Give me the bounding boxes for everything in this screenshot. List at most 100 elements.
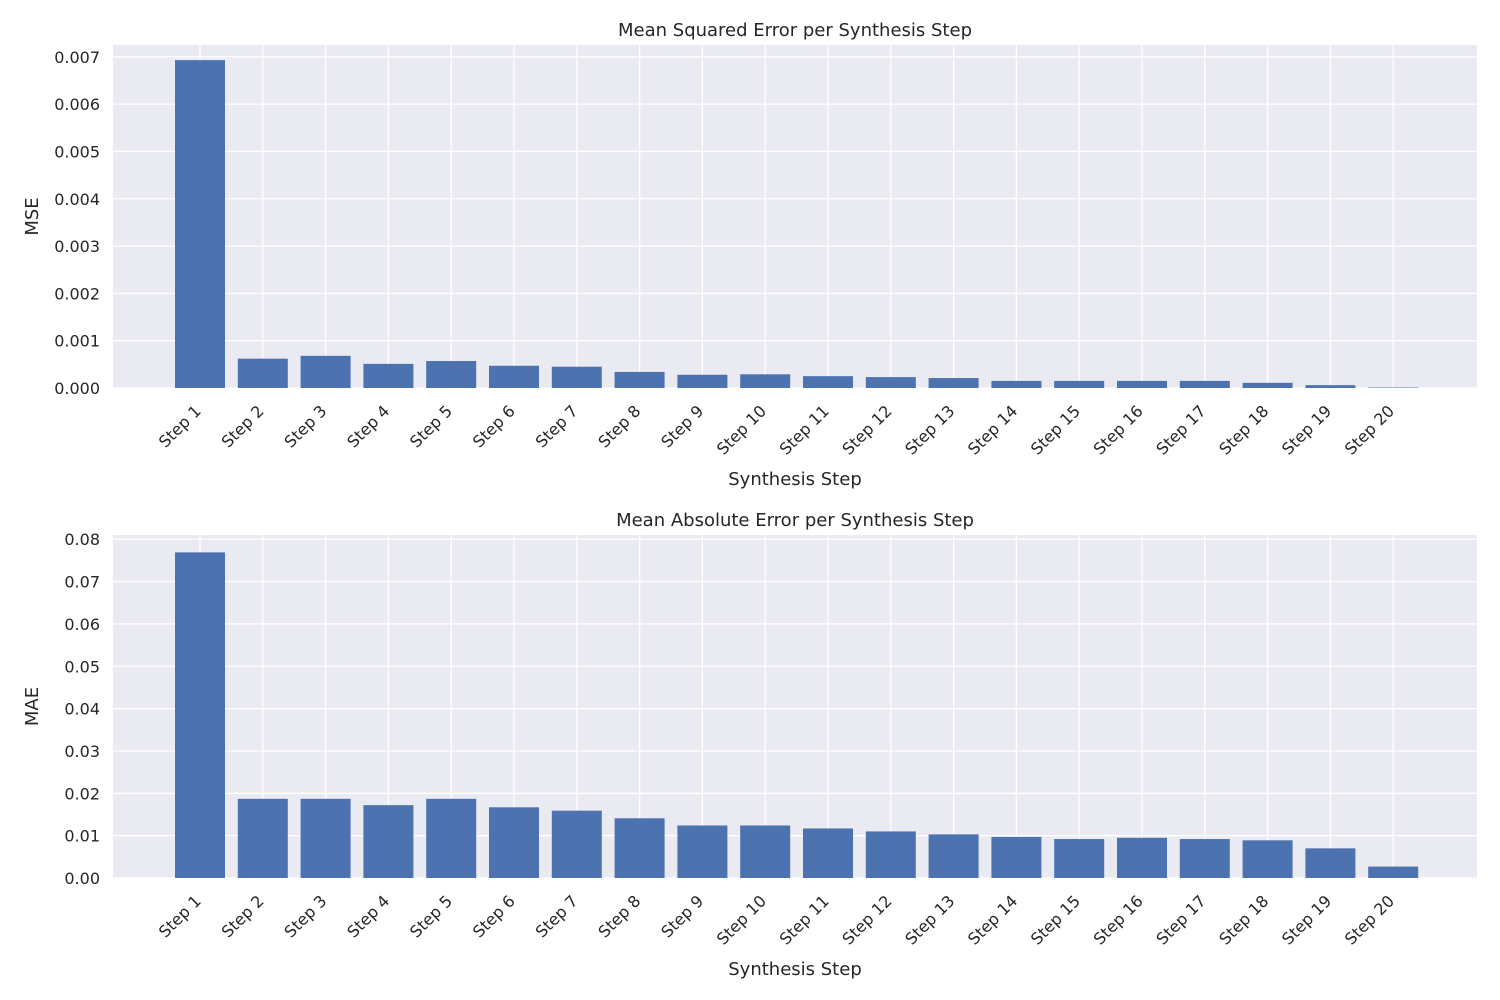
mae-bar	[1368, 866, 1419, 878]
mae-x-tick-label: Step 8	[594, 891, 644, 941]
mae-y-tick-label: 0.01	[64, 827, 100, 846]
mse-x-axis-label: Synthesis Step	[728, 469, 862, 490]
mae-x-tick-label: Step 1	[155, 891, 205, 941]
mse-x-tick-label: Step 16	[1090, 401, 1147, 458]
mae-x-tick-label: Step 17	[1152, 891, 1209, 948]
mse-x-tick-label: Step 18	[1215, 401, 1272, 458]
mae-x-tick-label: Step 18	[1215, 891, 1272, 948]
mse-x-tick-label: Step 10	[713, 401, 770, 458]
mae-bar	[363, 805, 414, 878]
mse-x-tick-label: Step 6	[469, 401, 519, 451]
mse-bar	[551, 366, 602, 388]
mse-x-axis: Step 1 Step 2 Step 3 Step 4 Step 5 Step 6 Step…	[155, 401, 1398, 458]
mse-x-tick-label: Step 12	[838, 401, 895, 458]
mae-bar	[489, 807, 539, 878]
mae-bar	[991, 836, 1042, 878]
mae-bar	[928, 834, 979, 878]
mse-plot-area	[113, 45, 1477, 388]
mae-chart-title: Mean Absolute Error per Synthesis Step	[616, 510, 974, 531]
mse-y-tick-label: 0.002	[54, 284, 100, 303]
mae-x-tick-label: Step 10	[713, 891, 770, 948]
mae-x-tick-label: Step 19	[1278, 891, 1335, 948]
mse-bar	[300, 355, 351, 388]
mae-x-axis: Step 1 Step 2 Step 3 Step 4 Step 5 Step 6 Step…	[155, 891, 1398, 948]
mae-x-tick-label: Step 11	[776, 891, 833, 948]
mse-bar	[1242, 382, 1293, 388]
mae-x-tick-label: Step 9	[657, 891, 707, 941]
mae-y-tick-label: 0.02	[64, 784, 100, 803]
mse-bar	[677, 374, 728, 388]
mae-x-tick-label: Step 5	[406, 891, 456, 941]
mae-x-tick-label: Step 16	[1090, 891, 1147, 948]
mse-bar	[991, 380, 1042, 388]
mse-bar	[426, 361, 477, 388]
mse-grid	[113, 45, 1477, 389]
mae-bar	[426, 798, 477, 878]
mae-bar	[1179, 839, 1230, 878]
mse-bar	[1179, 380, 1230, 388]
mae-bar	[237, 798, 288, 878]
mae-y-tick-label: 0.06	[64, 615, 100, 634]
mae-bar	[1305, 848, 1356, 878]
mse-bar	[1054, 380, 1105, 388]
mse-x-tick-label: Step 11	[776, 401, 833, 458]
mae-x-tick-label: Step 20	[1341, 891, 1398, 948]
mse-bar	[740, 374, 791, 388]
mse-x-tick-label: Step 4	[343, 401, 393, 451]
mae-y-tick-label: 0.08	[64, 530, 100, 549]
mse-x-tick-label: Step 7	[532, 401, 582, 451]
mse-y-tick-label: 0.005	[54, 142, 100, 161]
mse-x-tick-label: Step 15	[1027, 401, 1084, 458]
mse-y-axis: 0.000 0.001 0.002 0.003 0.004 0.005 0.006 0.007	[54, 48, 100, 398]
mse-x-tick-label: Step 20	[1341, 401, 1398, 458]
mae-bars	[175, 552, 1419, 878]
mae-bar	[551, 810, 602, 878]
mse-bar	[614, 371, 665, 388]
mae-x-tick-label: Step 6	[469, 891, 519, 941]
mse-bar	[363, 363, 414, 388]
mse-x-tick-label: Step 19	[1278, 401, 1335, 458]
mae-bar	[300, 798, 351, 878]
mse-chart-title: Mean Squared Error per Synthesis Step	[618, 20, 972, 41]
mse-x-tick-label: Step 2	[218, 401, 268, 451]
mse-bar	[1305, 385, 1356, 388]
mae-x-axis-label: Synthesis Step	[728, 959, 862, 980]
mae-y-tick-label: 0.07	[64, 573, 100, 592]
mae-y-axis-label: MAE	[22, 687, 43, 726]
mse-bar	[237, 358, 288, 388]
mae-x-tick-label: Step 13	[901, 891, 958, 948]
mae-bar	[1117, 837, 1167, 878]
mse-x-tick-label: Step 5	[406, 401, 456, 451]
mae-bar	[175, 552, 225, 878]
mse-x-tick-label: Step 17	[1152, 401, 1209, 458]
mae-chart: 0.00 0.01 0.02 0.03 0.04 0.05 0.06 0.07 0.08 Ste…	[22, 510, 1477, 980]
mae-bar	[614, 818, 665, 878]
mse-y-tick-label: 0.003	[54, 237, 100, 256]
mse-bar	[865, 377, 916, 388]
mse-x-tick-label: Step 8	[594, 401, 644, 451]
mae-x-tick-label: Step 2	[218, 891, 268, 941]
mse-chart: 0.000 0.001 0.002 0.003 0.004 0.005 0.006 0.007…	[22, 20, 1477, 490]
mse-y-tick-label: 0.004	[54, 190, 100, 209]
mse-y-axis-label: MSE	[22, 197, 43, 235]
mse-x-tick-label: Step 14	[964, 401, 1021, 458]
mae-bar	[677, 825, 728, 878]
mse-x-tick-label: Step 3	[280, 401, 330, 451]
mae-y-tick-label: 0.04	[64, 700, 100, 719]
mse-bar	[1117, 380, 1167, 388]
mae-y-tick-label: 0.00	[64, 869, 100, 888]
mae-bar	[865, 831, 916, 878]
mae-x-tick-label: Step 15	[1027, 891, 1084, 948]
mae-x-tick-label: Step 4	[343, 891, 393, 941]
mae-x-tick-label: Step 3	[280, 891, 330, 941]
mae-y-axis: 0.00 0.01 0.02 0.03 0.04 0.05 0.06 0.07 0.08	[64, 530, 100, 888]
mae-bar	[1054, 839, 1105, 878]
mae-x-tick-label: Step 7	[532, 891, 582, 941]
mae-x-tick-label: Step 14	[964, 891, 1021, 948]
mse-x-tick-label: Step 1	[155, 401, 205, 451]
mse-y-tick-label: 0.000	[54, 379, 100, 398]
mse-bar	[175, 60, 225, 388]
mse-x-tick-label: Step 9	[657, 401, 707, 451]
mse-bar	[803, 376, 853, 388]
